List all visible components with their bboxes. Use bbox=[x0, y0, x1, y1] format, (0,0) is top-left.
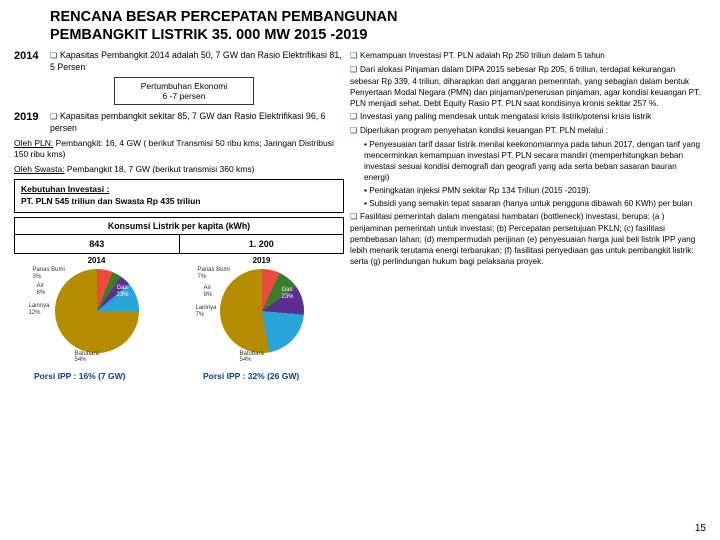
year-2014: 2014 bbox=[14, 50, 50, 73]
lbl-bb14: Batubara54% bbox=[75, 351, 99, 364]
page-number: 15 bbox=[695, 523, 706, 534]
kv-2019: 1. 200 bbox=[179, 235, 345, 254]
lbl-air19: Air9% bbox=[204, 285, 213, 298]
pie-2014: Panas Bumi3% Air8% Lainnya12% Batubara54… bbox=[55, 269, 139, 353]
pie-charts: Panas Bumi3% Air8% Lainnya12% Batubara54… bbox=[14, 269, 344, 369]
left-column: 2014 ❑Kapasitas Pembangkit 2014 adalah 5… bbox=[14, 50, 344, 381]
lbl-ltd19: Lainnya7% bbox=[196, 305, 217, 318]
kv-2014: 843 bbox=[14, 235, 179, 254]
oleh-pln: Oleh PLN: Oleh PLN: Pembangkit: 16, 4 GW… bbox=[14, 138, 344, 160]
year-2019-text: ❑Kapasitas pembangkit sekitar 85, 7 GW d… bbox=[50, 111, 344, 134]
lbl-pb14: Panas Bumi3% bbox=[33, 267, 65, 280]
lbl-air14: Air8% bbox=[37, 283, 46, 296]
page-title: RENCANA BESAR PERCEPATAN PEMBANGUNAN PEM… bbox=[0, 0, 720, 48]
ipp-row: Porsi IPP : 16% (7 GW) Porsi IPP : 32% (… bbox=[14, 371, 344, 381]
right-column: ❑Kemampuan Investasi PT. PLN adalah Rp 2… bbox=[344, 50, 704, 381]
lbl-bb19: Batubara54% bbox=[240, 351, 264, 364]
konsumsi-values: 843 1. 200 bbox=[14, 235, 344, 254]
year-2019: 2019 bbox=[14, 111, 50, 134]
year-2014-text: ❑Kapasitas Pembangkit 2014 adalah 50, 7 … bbox=[50, 50, 344, 73]
growth-box: Pertumbuhan Ekonomi6 -7 persen bbox=[114, 77, 254, 105]
oleh-swasta: Oleh Swasta: Pembangkit 18, 7 GW (beriku… bbox=[14, 164, 344, 175]
pie-2019: Panas Bumi7% Air9% Lainnya7% Gas23% Batu… bbox=[220, 269, 304, 353]
invest-box: Kebutuhan Investasi : PT. PLN 545 triliu… bbox=[14, 179, 344, 213]
lbl-pb19: Panas Bumi7% bbox=[198, 267, 230, 280]
lbl-gas14: Gas23% bbox=[116, 285, 128, 298]
lbl-gas19: Gas23% bbox=[281, 287, 293, 300]
konsumsi-header: Konsumsi Listrik per kapita (kWh) bbox=[14, 217, 344, 235]
chart-year-labels: 20142019 bbox=[14, 254, 344, 265]
lbl-ltd14: Lainnya12% bbox=[29, 303, 50, 316]
